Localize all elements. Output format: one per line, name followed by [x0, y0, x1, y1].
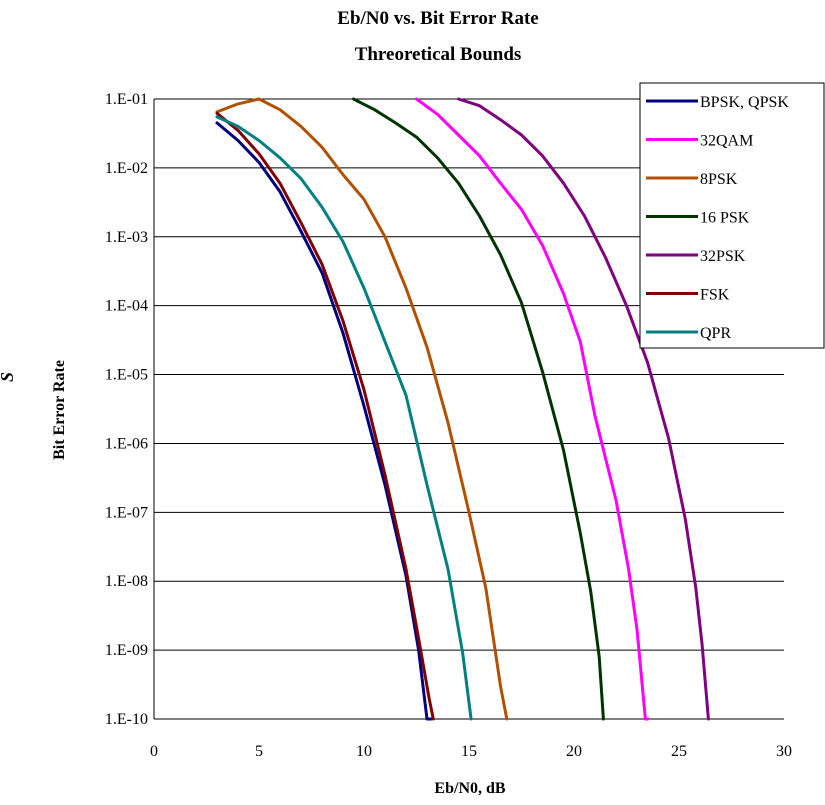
- y-tick-label: 1.E-05: [105, 367, 148, 384]
- legend: BPSK, QPSK 32QAM 8PSK 16 PSK 32PSK FSK QPR: [639, 82, 825, 349]
- legend-label-16-psk: 16 PSK: [700, 210, 750, 227]
- y-tick-label: 1.E-04: [105, 298, 148, 315]
- series-line-bpsk-qpsk: [215, 121, 433, 721]
- y-tick-label: 1.E-07: [105, 504, 148, 521]
- chart-title: Eb/N0 vs. Bit Error Rate: [337, 8, 538, 29]
- y-tick-label: 1.E-06: [105, 435, 148, 452]
- y-tick-label: 1.E-03: [105, 229, 148, 246]
- series-line-32psk: [457, 97, 710, 721]
- x-tick-labels: 0 5 10 15 20 25 30: [150, 743, 792, 760]
- y-tick-label: 1.E-02: [105, 160, 148, 177]
- y-tick-labels: 1.E-01 1.E-02 1.E-03 1.E-04 1.E-05 1.E-06 1.E-…: [105, 91, 148, 728]
- series-line-qpr: [215, 115, 473, 721]
- y-tick-label: 1.E-08: [105, 573, 148, 590]
- x-axis-title: Eb/N0, dB: [434, 780, 505, 797]
- y-tick-label: 1.E-01: [105, 91, 148, 108]
- stray-glyph: S: [0, 372, 17, 382]
- x-tick-label: 10: [356, 743, 372, 760]
- legend-label-32psk: 32PSK: [700, 248, 746, 265]
- y-tick-label: 1.E-09: [105, 642, 148, 659]
- gridlines: [154, 98, 784, 720]
- series-line-8psk: [215, 97, 509, 721]
- legend-label-8psk: 8PSK: [700, 171, 738, 188]
- chart-subtitle: Threoretical Bounds: [355, 44, 522, 65]
- x-tick-label: 30: [776, 743, 792, 760]
- series-line-16-psk: [352, 97, 605, 721]
- y-tick-label: 1.E-10: [105, 711, 148, 728]
- series-lines: [215, 97, 710, 721]
- x-tick-label: 0: [150, 743, 158, 760]
- legend-label-32qam: 32QAM: [700, 133, 753, 150]
- legend-label-bpsk-qpsk: BPSK, QPSK: [700, 94, 789, 111]
- y-axis-title: Bit Error Rate: [51, 360, 68, 460]
- x-tick-label: 5: [255, 743, 263, 760]
- series-line-32qam: [415, 97, 649, 721]
- x-tick-label: 25: [671, 743, 687, 760]
- series-line-fsk: [215, 111, 435, 721]
- chart-titles: Eb/N0 vs. Bit Error Rate Threoretical Bo…: [337, 8, 538, 65]
- legend-label-qpr: QPR: [700, 325, 731, 342]
- x-tick-label: 15: [461, 743, 477, 760]
- x-tick-label: 20: [566, 743, 582, 760]
- legend-label-fsk: FSK: [700, 287, 730, 304]
